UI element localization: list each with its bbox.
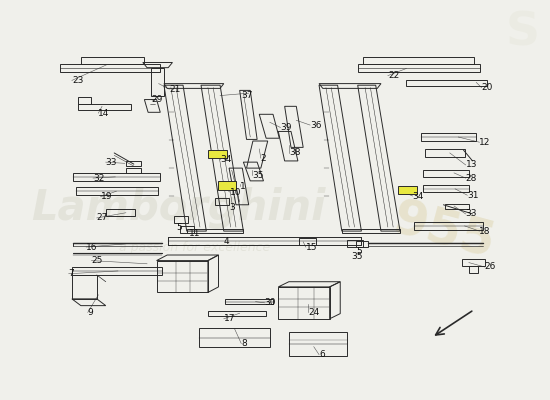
- Text: 26: 26: [485, 262, 496, 272]
- Text: 28: 28: [466, 174, 477, 182]
- Text: 31: 31: [468, 191, 478, 200]
- Text: 39: 39: [280, 123, 292, 132]
- Text: 27: 27: [97, 214, 108, 222]
- Text: 35: 35: [252, 171, 263, 180]
- Text: 33: 33: [106, 158, 117, 167]
- Text: 34: 34: [412, 192, 424, 200]
- Text: 4: 4: [224, 237, 229, 246]
- Text: 5: 5: [356, 246, 362, 256]
- Text: 18: 18: [480, 226, 491, 236]
- Text: 15: 15: [306, 242, 317, 252]
- Text: 25: 25: [91, 256, 103, 265]
- Text: 1: 1: [240, 182, 245, 190]
- Text: 3: 3: [229, 204, 235, 212]
- Text: 23: 23: [72, 76, 83, 85]
- Text: 5: 5: [176, 224, 182, 232]
- Text: 33: 33: [466, 210, 477, 218]
- Text: 12: 12: [480, 138, 491, 147]
- Text: 29: 29: [151, 95, 163, 104]
- Text: a passion for excellence: a passion for excellence: [119, 241, 270, 254]
- Text: 30: 30: [265, 298, 276, 307]
- Text: 14: 14: [98, 109, 109, 118]
- Polygon shape: [218, 181, 236, 190]
- Text: 16: 16: [86, 242, 98, 252]
- Text: 20: 20: [482, 83, 493, 92]
- Text: 11: 11: [189, 229, 201, 238]
- Text: 35: 35: [351, 252, 362, 261]
- Text: 38: 38: [289, 148, 300, 158]
- Text: 24: 24: [309, 308, 320, 317]
- Text: Lamborghini: Lamborghini: [31, 187, 326, 229]
- Text: 17: 17: [224, 314, 235, 323]
- Text: 21: 21: [169, 85, 180, 94]
- Text: 22: 22: [388, 71, 399, 80]
- Text: 10: 10: [229, 188, 241, 196]
- Text: 13: 13: [466, 160, 477, 170]
- Text: 7: 7: [69, 269, 74, 278]
- Text: 34: 34: [220, 155, 232, 164]
- Polygon shape: [208, 150, 228, 158]
- Text: 37: 37: [241, 91, 253, 100]
- Polygon shape: [398, 186, 417, 194]
- Text: 9: 9: [88, 308, 94, 317]
- Text: 8: 8: [241, 339, 247, 348]
- Text: S: S: [506, 10, 540, 55]
- Text: 32: 32: [93, 174, 104, 182]
- Text: 36: 36: [310, 120, 322, 130]
- Text: 19: 19: [101, 192, 112, 201]
- Text: 6: 6: [319, 350, 325, 359]
- Text: 2: 2: [261, 154, 266, 163]
- Text: 955: 955: [387, 195, 500, 268]
